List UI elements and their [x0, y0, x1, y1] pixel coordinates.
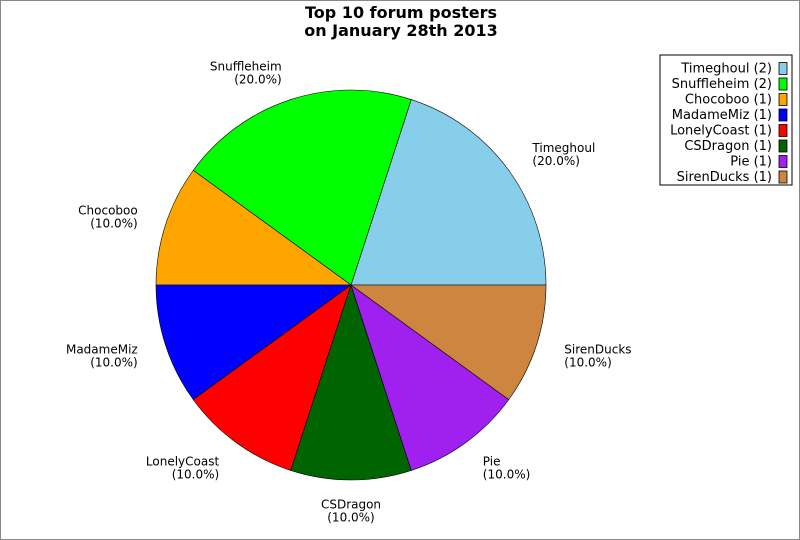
legend-label: MadameMiz (1): [672, 108, 772, 123]
slice-percent: (10.0%): [564, 355, 611, 369]
slice-label: Pie: [483, 454, 501, 468]
slice-label: CSDragon: [321, 497, 381, 511]
legend-label: Timeghoul (2): [680, 62, 772, 77]
pie-slice-snuffleheim: [192, 89, 412, 286]
legend-swatch: [778, 139, 788, 153]
pie-slice-madamemiz: [155, 284, 352, 401]
slice-label: LonelyCoast: [146, 454, 220, 468]
slice-label: MadameMiz: [66, 342, 138, 356]
slice-label: Chocoboo: [78, 204, 138, 218]
pie-slice-sirenducks: [350, 284, 547, 401]
legend-swatch: [778, 93, 788, 106]
legend: Timeghoul (2)Snuffleheim (2)Chocoboo (1)…: [659, 54, 793, 186]
slice-percent: (10.0%): [483, 467, 530, 481]
legend-swatch: [778, 62, 788, 75]
legend-label: Snuffleheim (2): [672, 77, 772, 92]
slice-percent: (10.0%): [90, 355, 137, 369]
pie-slice-lonelycoast: [192, 284, 352, 471]
chart-title-line-1: Top 10 forum posters: [305, 3, 497, 22]
pie-slice-csdragon: [290, 284, 412, 481]
legend-box: [659, 54, 793, 186]
legend-swatch: [778, 155, 788, 168]
chart-title-line-2: on January 28th 2013: [304, 21, 498, 40]
legend-label: LonelyCoast (1): [670, 124, 772, 139]
slice-percent: (10.0%): [327, 510, 374, 524]
legend-swatch: [778, 170, 788, 184]
slice-label: Timeghoul: [531, 141, 595, 155]
slice-percent: (10.0%): [172, 467, 219, 481]
pie-slice-timeghoul: [350, 99, 547, 286]
legend-label: Chocoboo (1): [685, 93, 772, 108]
legend-label: CSDragon (1): [684, 139, 772, 154]
slice-percent: (20.0%): [234, 73, 281, 87]
legend-label: SirenDucks (1): [677, 170, 772, 185]
pie-slice-chocoboo: [155, 169, 352, 286]
slice-label: Snuffleheim: [210, 60, 282, 74]
slice-percent: (20.0%): [532, 154, 579, 168]
legend-swatch: [778, 108, 788, 122]
legend-swatch: [778, 77, 788, 91]
pie-slice-pie: [350, 284, 510, 471]
legend-label: Pie (1): [730, 155, 772, 170]
slice-percent: (10.0%): [90, 217, 137, 231]
legend-swatch: [778, 124, 788, 137]
slice-label: SirenDucks: [564, 342, 631, 356]
